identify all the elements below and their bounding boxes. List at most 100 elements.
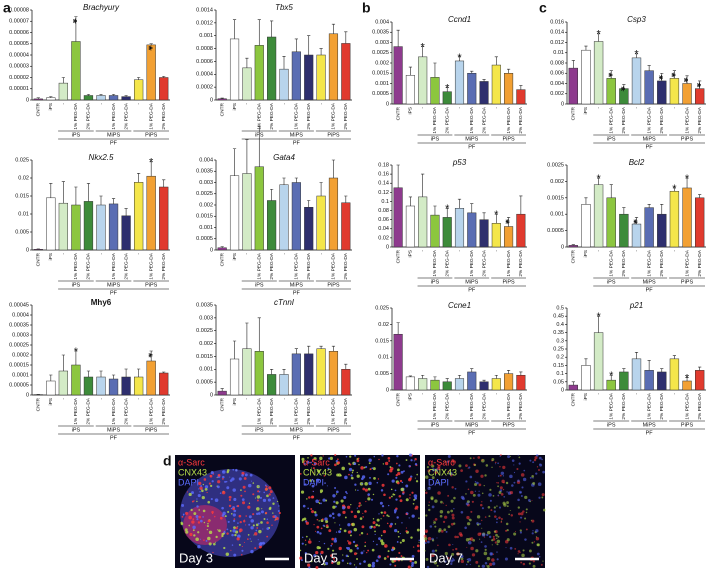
x-tick-label: 2% PEG-DA [621,106,627,133]
cell-signal [471,500,474,503]
cell-signal [424,489,426,491]
cell-signal [320,527,323,530]
bar [631,57,642,105]
error-bar [137,77,141,80]
cell-signal [199,519,203,523]
x-tick-label: 2% PEG-DA [123,102,129,129]
cell-signal [425,491,428,495]
cell-signal [472,457,475,459]
cell-signal [518,462,521,465]
cell-signal [305,535,308,538]
cell-signal [481,533,486,537]
cell-signal [499,486,503,490]
cell-signal [437,466,441,471]
cell-signal [369,476,371,479]
cell-signal [496,543,499,546]
chart-title: p53 [452,158,467,167]
cell-signal [505,481,509,485]
cell-signal [426,466,429,469]
bar [133,79,144,101]
cell-signal [411,554,415,558]
cell-signal [396,516,399,519]
error-bar [162,76,166,78]
cell-signal [414,497,417,500]
cell-signal [453,496,456,500]
cell-signal [353,552,357,556]
cell-signal [255,523,259,527]
x-tick-label: 2% PEG-DA [518,106,524,133]
cell-signal [506,501,510,505]
cell-signal [478,522,481,525]
cell-signal [470,490,474,495]
cell-signal [414,560,418,564]
cell-signal [541,496,544,499]
cell-signal [538,456,542,460]
bar [71,364,81,396]
cell-signal [356,507,358,509]
group-label: MiPS [107,282,120,288]
x-tick-label: 1% PEG-DA [73,252,79,279]
x-tick-label: 2% PEG-DA [161,252,167,279]
y-tick-label: 0.0004 [196,72,213,78]
cell-signal [372,540,375,542]
cell-signal [509,491,514,495]
cell-signal [509,546,513,550]
cell-signal [536,552,540,556]
cell-signal [232,468,235,471]
cell-signal [345,546,348,549]
error-bar [282,177,286,185]
panel-letter: b [362,0,371,16]
cell-signal [437,544,439,547]
cell-signal [493,530,497,533]
group-label: MiPS [465,279,478,285]
cell-signal [311,510,315,514]
cell-signal [413,494,418,498]
cell-signal [484,474,487,477]
cell-signal [542,470,546,474]
bar [682,187,692,248]
error-bar [307,200,311,208]
bar [405,75,415,105]
cell-signal [520,516,523,519]
cell-signal [349,549,353,553]
cell-signal [450,509,454,513]
cell-signal [262,498,267,503]
group-title: PF [110,290,118,296]
cell-signal [367,563,372,568]
error-bar [596,315,601,333]
cell-signal [211,510,214,514]
cell-signal [490,509,493,512]
cell-signal [371,564,376,568]
cell-signal [322,455,324,457]
error-bar [307,345,311,354]
cell-signal [377,478,380,480]
cell-signal [206,491,208,494]
cell-signal [396,541,399,543]
cell-signal [390,522,393,526]
cell-signal [542,560,544,562]
cell-signal [241,545,243,548]
x-tick-label: 2% PEG-DA [306,252,312,279]
bar [242,67,252,101]
cell-signal [301,559,303,562]
cell-signal [316,518,319,521]
cell-signal [256,527,259,529]
cell-signal [305,520,307,522]
cell-signal [353,462,357,466]
cell-signal [205,539,208,542]
cell-signal [222,470,226,474]
cell-signal [318,546,322,550]
error-bar [344,195,348,203]
cell-signal [529,459,532,462]
cell-signal [257,522,260,525]
y-tick-label: 0.01 [378,355,389,361]
cell-signal [499,474,502,477]
bar [581,365,591,391]
cell-signal [513,471,516,474]
cell-signal [394,523,397,525]
cell-signal [227,510,230,514]
y-tick-label: 0.2 [556,355,564,361]
cell-signal [492,494,495,497]
panel-letter: c [539,0,547,16]
